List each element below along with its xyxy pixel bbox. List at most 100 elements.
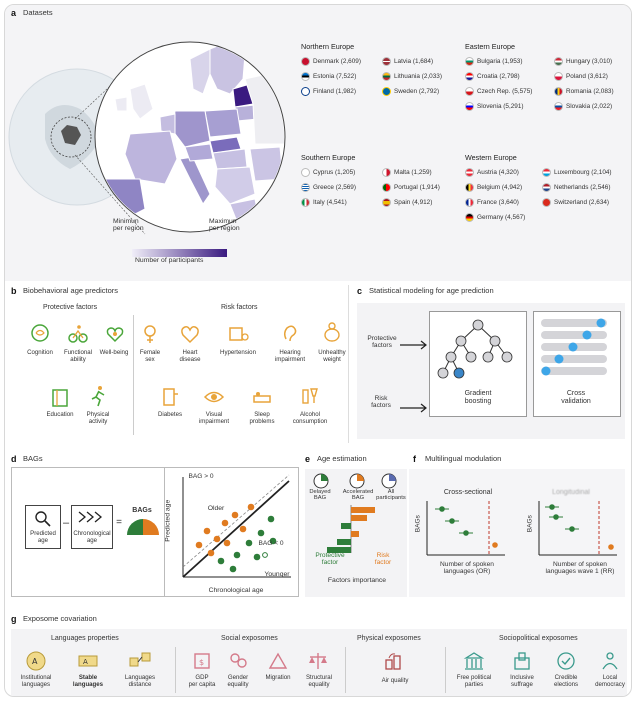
panel-g-letter: g (11, 614, 17, 624)
country: Hungary (3,010) (554, 57, 612, 66)
panel-g-title: Exposome covariation (23, 614, 97, 623)
protective-label: Physical activity (86, 411, 110, 425)
risk-title: Risk factors (221, 304, 258, 311)
younger-label: Younger (264, 571, 290, 578)
weight-icon (324, 322, 340, 342)
country: Finland (1,982) (301, 87, 356, 96)
svg-text:A: A (83, 658, 88, 666)
g-item: Stable languages (72, 674, 104, 688)
migration-icon (268, 652, 288, 669)
elections-icon (557, 652, 575, 670)
f-left-ylabel: BAGs (414, 515, 422, 533)
legend-min: Minimun per region (113, 218, 144, 233)
blood-pressure-icon (229, 327, 249, 341)
panel-b-letter: b (11, 286, 17, 296)
f-right-xlabel: Number of spoken languages wave 1 (RR) (545, 561, 615, 576)
flag-icon (382, 168, 391, 177)
flag-icon (542, 168, 551, 177)
c-protective-label: Protective factors (367, 335, 397, 350)
country: Slovenia (5,291) (465, 102, 524, 111)
flag-icon (554, 72, 563, 81)
bike-icon (68, 325, 88, 343)
country: Germany (4,567) (465, 213, 525, 222)
clock-icon (381, 473, 397, 489)
panel-a-letter: a (11, 8, 17, 18)
country: Portugal (1,914) (382, 183, 440, 192)
f-box (409, 469, 625, 597)
country: Sweden (2,792) (382, 87, 439, 96)
region-northern: Northern Europe (301, 42, 355, 51)
f-left-title: Cross-sectional (443, 489, 493, 496)
legend-max: Maximun per region (209, 218, 240, 233)
languages-icon: A (26, 651, 46, 671)
chevrons-icon (78, 511, 103, 523)
chronological-age-box (71, 505, 113, 549)
predicted-age-label: Predicted age (30, 530, 56, 544)
legend-caption: Number of participants (135, 257, 204, 264)
g-divider (345, 647, 346, 693)
svg-text:A: A (32, 657, 38, 666)
e-col-label: Delayed BAG (309, 489, 331, 502)
heart-icon (181, 326, 199, 344)
e-risk-label: Risk factor (374, 552, 392, 567)
country: Greece (2,569) (301, 183, 356, 192)
g-divider (175, 647, 176, 693)
country: Italy (4,541) (301, 198, 347, 207)
g-item: Structural equality (305, 674, 333, 688)
g-group-title: Physical exposomes (357, 635, 421, 642)
legend-gradient (132, 249, 227, 257)
country: Switzerland (2,634) (542, 198, 609, 207)
e-col-label: All participants (376, 489, 406, 502)
country: Denmark (2,609) (301, 57, 361, 66)
svg-text:$: $ (199, 658, 204, 667)
risk-label: Visual impairment (198, 411, 230, 425)
predicted-age-box (25, 505, 61, 549)
flag-icon (301, 183, 310, 192)
country: Latvia (1,684) (382, 57, 433, 66)
g-item: Air quality (381, 677, 409, 684)
country: Bulgaria (1,953) (465, 57, 522, 66)
heart-hand-icon (106, 327, 124, 343)
country: Slovakia (2,022) (554, 102, 612, 111)
flag-icon (465, 87, 474, 96)
flag-icon (465, 57, 474, 66)
panel-d-title: BAGs (23, 454, 43, 463)
c-arrows (400, 340, 427, 413)
languages-distance-icon (129, 652, 151, 667)
risk-label: Female sex (139, 349, 161, 363)
tree-icon (437, 319, 513, 379)
gender-equality-icon (230, 653, 247, 668)
minus-sign: – (62, 517, 70, 529)
g-group-title: Social exposomes (221, 635, 278, 642)
sleep-icon (253, 392, 271, 403)
country: Luxembourg (2,104) (542, 168, 612, 177)
air-quality-icon (385, 653, 401, 670)
flag-icon (554, 87, 563, 96)
panel-e-title: Age estimation (317, 454, 367, 463)
flag-icon (465, 102, 474, 111)
risk-label: Unhealthy weight (318, 349, 346, 363)
political-parties-icon (463, 652, 485, 670)
country: Czech Rep. (5,575) (465, 87, 532, 96)
clock-icon (313, 473, 329, 489)
risk-label: Diabetes (157, 411, 183, 418)
flag-icon (554, 102, 563, 111)
risk-label: Heart disease (179, 349, 201, 363)
f-left-xlabel: Number of spoken languages (OR) (440, 561, 494, 576)
f-right-ylabel: BAGs (526, 515, 534, 533)
f-right-plot (538, 501, 617, 556)
country: Romania (2,083) (554, 87, 614, 96)
gdp-icon: $ (194, 653, 210, 669)
gauge-icon (127, 519, 159, 535)
flag-icon (382, 87, 391, 96)
alcohol-icon (302, 388, 318, 404)
country: Poland (3,612) (554, 72, 608, 81)
c-divider (348, 285, 349, 443)
region-southern: Southern Europe (301, 153, 356, 162)
ear-icon (283, 325, 297, 342)
panel-e-letter: e (305, 454, 311, 464)
flag-icon (301, 168, 310, 177)
g-item: Local democracy (595, 674, 625, 688)
country: Croatia (2,798) (465, 72, 520, 81)
flag-icon (465, 183, 474, 192)
